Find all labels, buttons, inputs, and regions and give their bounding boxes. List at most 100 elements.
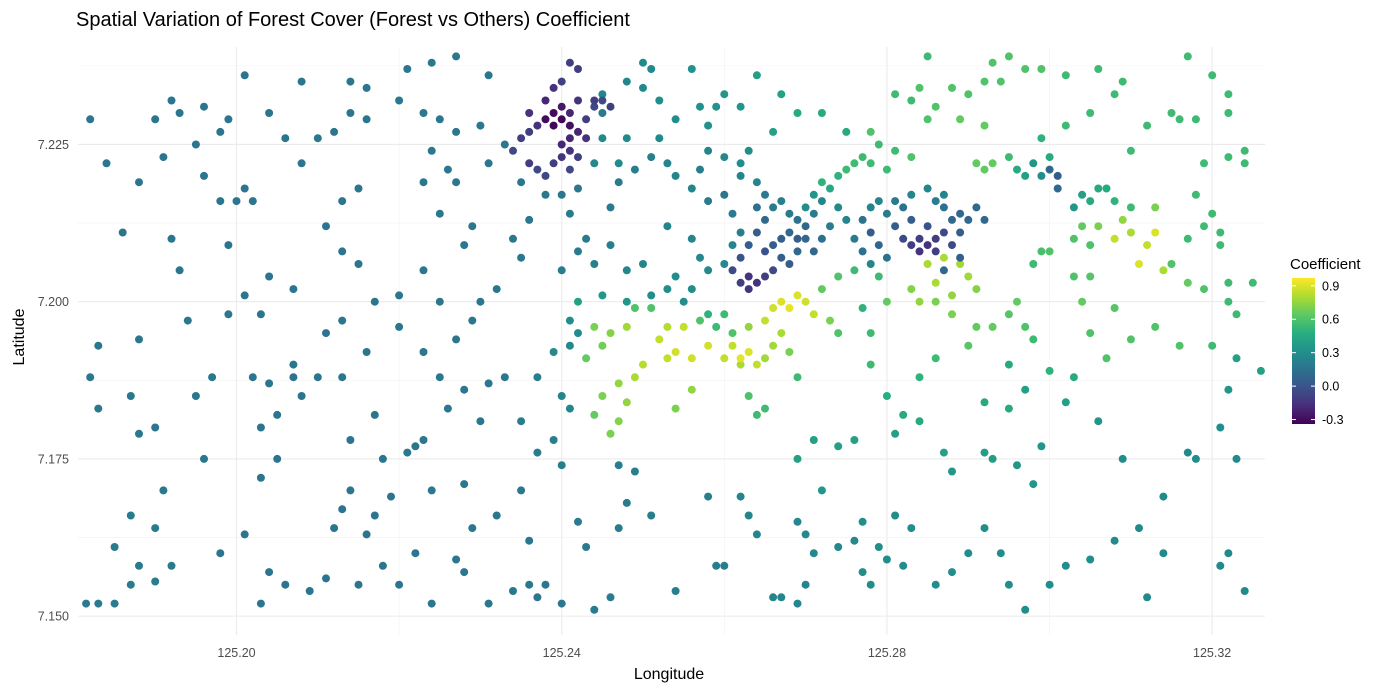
data-point: [809, 247, 818, 256]
data-point: [346, 77, 355, 86]
data-point: [801, 530, 810, 539]
data-point: [557, 266, 566, 275]
data-point: [899, 203, 908, 212]
data-point: [858, 304, 867, 312]
data-point: [793, 109, 802, 117]
data-point: [1061, 398, 1070, 407]
data-point: [1232, 454, 1241, 463]
data-point: [330, 524, 339, 533]
data-point: [696, 253, 704, 262]
data-point: [338, 197, 347, 206]
data-point: [460, 241, 469, 250]
data-point: [565, 146, 574, 155]
data-point: [1021, 385, 1030, 394]
data-point: [1143, 121, 1152, 130]
data-point: [761, 272, 769, 281]
data-point: [972, 203, 981, 212]
data-point: [769, 127, 778, 136]
data-point: [167, 561, 176, 570]
data-point: [574, 247, 582, 256]
data-point: [452, 178, 461, 187]
data-point: [899, 561, 908, 570]
data-point: [590, 260, 599, 268]
legend-title: Coefficient: [1290, 256, 1361, 273]
data-point: [476, 417, 485, 426]
data-point: [590, 102, 599, 111]
data-point: [939, 448, 948, 457]
data-point: [704, 266, 713, 275]
data-point: [135, 178, 143, 187]
data-point: [273, 454, 282, 463]
data-point: [882, 392, 891, 400]
data-point: [1191, 454, 1200, 463]
data-point: [517, 134, 526, 143]
data-point: [265, 379, 274, 388]
data-point: [549, 121, 558, 130]
data-point: [1086, 197, 1095, 206]
data-point: [606, 203, 615, 212]
data-point: [736, 159, 745, 168]
data-point: [1086, 555, 1095, 564]
data-point: [915, 297, 924, 306]
data-point: [419, 348, 428, 356]
data-point: [468, 524, 477, 533]
data-point: [736, 228, 745, 237]
data-point: [574, 127, 582, 136]
data-point: [785, 228, 794, 237]
data-point: [972, 159, 981, 168]
data-point: [801, 580, 810, 589]
data-point: [622, 77, 631, 86]
data-point: [972, 322, 981, 331]
data-point: [891, 90, 900, 99]
data-point: [866, 159, 875, 168]
data-point: [736, 278, 745, 287]
data-point: [696, 165, 704, 174]
data-point: [549, 83, 558, 92]
data-point: [1045, 366, 1054, 375]
data-point: [1126, 228, 1135, 237]
data-point: [1232, 310, 1241, 319]
data-point: [1224, 385, 1233, 394]
data-point: [525, 159, 534, 168]
data-point: [834, 543, 843, 551]
data-point: [362, 348, 371, 356]
data-point: [817, 486, 826, 495]
data-point: [86, 115, 95, 124]
data-point: [1216, 241, 1225, 250]
data-point: [931, 197, 940, 206]
data-point: [1240, 146, 1249, 155]
data-point: [956, 228, 965, 237]
data-point: [435, 297, 444, 306]
data-point: [817, 178, 826, 187]
data-point: [647, 291, 656, 300]
data-point: [874, 197, 883, 206]
data-point: [200, 171, 208, 180]
data-point: [793, 247, 802, 256]
data-point: [557, 392, 566, 400]
data-point: [565, 404, 574, 413]
data-point: [191, 392, 200, 400]
data-point: [1004, 310, 1013, 319]
data-point: [1045, 580, 1054, 589]
data-point: [1240, 159, 1249, 168]
data-point: [817, 197, 826, 206]
data-point: [866, 228, 875, 237]
data-point: [240, 184, 249, 193]
data-point: [696, 316, 704, 325]
data-point: [427, 486, 436, 495]
data-point: [882, 165, 891, 174]
data-point: [1094, 222, 1103, 231]
data-point: [322, 574, 330, 583]
data-point: [200, 454, 208, 463]
data-point: [858, 517, 867, 526]
data-point: [1159, 549, 1168, 558]
data-point: [525, 127, 534, 136]
data-point: [541, 190, 550, 199]
data-point: [1004, 360, 1013, 369]
data-point: [671, 348, 680, 356]
data-point: [598, 90, 607, 99]
data-point: [712, 102, 721, 111]
data-point: [858, 153, 867, 162]
data-point: [858, 247, 867, 256]
y-tick-label: 7.150: [38, 610, 69, 624]
